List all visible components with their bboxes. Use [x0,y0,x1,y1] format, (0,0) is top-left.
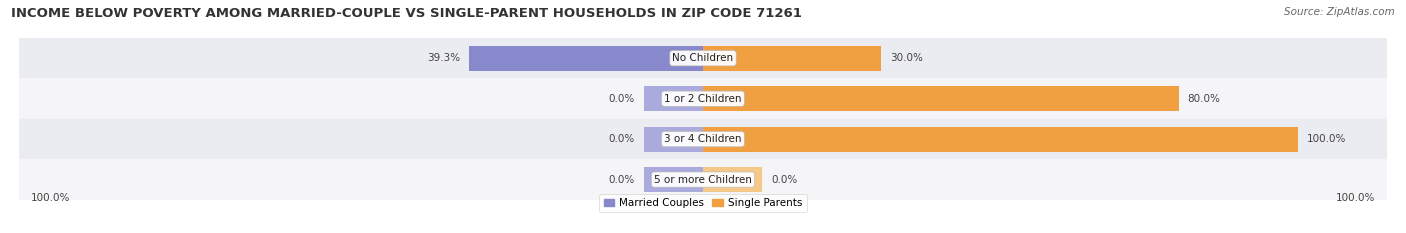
Bar [703,167,762,192]
Text: 100.0%: 100.0% [1336,193,1375,203]
Bar [20,159,1386,200]
Bar [703,46,882,71]
Bar [703,86,1178,111]
Text: 100.0%: 100.0% [1306,134,1346,144]
Legend: Married Couples, Single Parents: Married Couples, Single Parents [599,194,807,212]
Text: INCOME BELOW POVERTY AMONG MARRIED-COUPLE VS SINGLE-PARENT HOUSEHOLDS IN ZIP COD: INCOME BELOW POVERTY AMONG MARRIED-COUPL… [11,7,801,20]
Text: 1 or 2 Children: 1 or 2 Children [664,94,742,104]
Text: 0.0%: 0.0% [609,94,634,104]
Text: 3 or 4 Children: 3 or 4 Children [664,134,742,144]
Text: 80.0%: 80.0% [1188,94,1220,104]
Text: No Children: No Children [672,53,734,63]
Text: 0.0%: 0.0% [609,134,634,144]
Text: 30.0%: 30.0% [890,53,924,63]
Bar [644,127,703,152]
Text: Source: ZipAtlas.com: Source: ZipAtlas.com [1284,7,1395,17]
Bar [644,86,703,111]
Text: 100.0%: 100.0% [31,193,70,203]
Bar [20,119,1386,159]
Bar [644,167,703,192]
Text: 5 or more Children: 5 or more Children [654,175,752,185]
Bar [703,127,1298,152]
Bar [470,46,703,71]
Text: 0.0%: 0.0% [609,175,634,185]
Bar [20,79,1386,119]
Bar [20,38,1386,79]
Text: 39.3%: 39.3% [427,53,460,63]
Text: 0.0%: 0.0% [772,175,797,185]
